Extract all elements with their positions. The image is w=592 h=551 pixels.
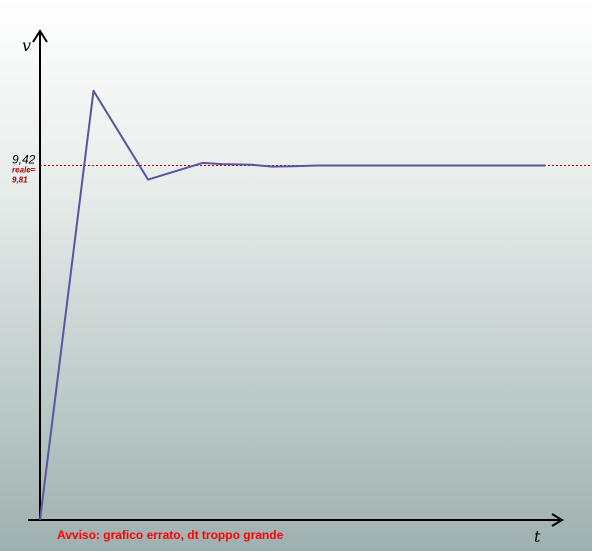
y-axis-arrow xyxy=(32,29,48,43)
warning-annotation: Avviso: grafico errato, dt troppo grande xyxy=(57,528,284,542)
reference-value-label: 9,42 xyxy=(12,153,36,167)
real-value: 9,81 xyxy=(12,176,28,185)
x-axis-label: t xyxy=(534,527,541,546)
series-line xyxy=(39,89,545,521)
real-value-label: reale= xyxy=(12,166,36,175)
y-axis-label: v xyxy=(22,36,31,55)
axes xyxy=(28,29,564,527)
x-axis-arrow xyxy=(551,513,564,527)
